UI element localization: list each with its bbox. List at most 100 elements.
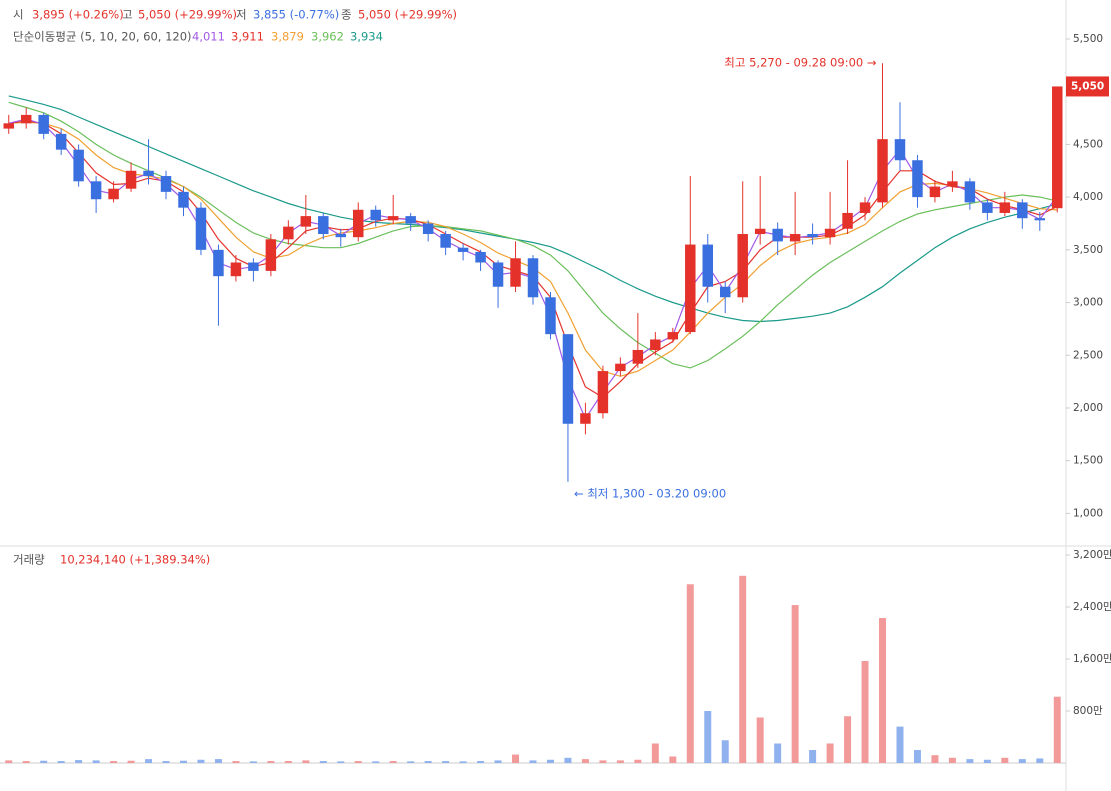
candle-body — [615, 363, 626, 372]
volume-bar — [477, 761, 485, 763]
candle-body — [527, 258, 539, 298]
candle-body — [545, 297, 556, 335]
volume-bar — [948, 757, 956, 763]
candle-body — [737, 234, 748, 298]
candle-body — [754, 228, 766, 235]
candle-body — [685, 244, 696, 333]
volume-bar — [564, 757, 572, 763]
y-tick-label: 3,500 — [1073, 244, 1103, 256]
candle-body — [667, 332, 679, 340]
volume-bar — [267, 761, 275, 763]
volume-bar — [966, 759, 974, 763]
volume-bar — [791, 605, 799, 763]
volume-bar — [512, 754, 520, 763]
candle-body — [912, 160, 923, 198]
candle-body — [195, 207, 207, 250]
volume-bar — [40, 760, 48, 763]
last-price-label: 5,050 — [1071, 80, 1104, 92]
candle-body — [999, 202, 1011, 213]
ma-legend-value: 3,962 — [311, 30, 344, 44]
y-tick-label: 2,500 — [1073, 349, 1103, 361]
candle-body — [719, 286, 731, 298]
volume-bar — [424, 761, 432, 763]
y-tick-label: 5,500 — [1073, 33, 1103, 45]
header-value: 3,895 (+0.26%) — [32, 8, 124, 22]
volume-bar — [337, 761, 345, 763]
candle-body — [1017, 202, 1028, 219]
candle-body — [125, 170, 137, 189]
candle-body — [108, 188, 119, 200]
candle-body — [248, 262, 259, 271]
volume-bar — [879, 618, 887, 763]
volume-bar — [442, 761, 450, 763]
header-value: 5,050 (+29.99%) — [138, 8, 237, 22]
candle-body — [387, 216, 399, 221]
ma-legend-value: 3,934 — [350, 30, 383, 44]
candle-body — [824, 228, 836, 238]
candle-body — [807, 234, 818, 238]
candle-body — [353, 209, 364, 238]
y-tick-label: 2,000 — [1073, 402, 1103, 414]
candle-body — [929, 186, 941, 198]
ma-legend-value: 3,911 — [231, 30, 264, 44]
volume-bar — [826, 743, 834, 763]
last-price-tag — [1066, 76, 1109, 97]
volume-tick-label: 2,400만 — [1073, 601, 1111, 613]
candle-body — [20, 114, 32, 124]
volume-bar — [249, 761, 257, 763]
ma-title: 단순이동평균 (5, 10, 20, 60, 120) — [13, 30, 192, 44]
candle-body — [1034, 218, 1046, 221]
volume-bar — [634, 759, 642, 763]
candle-body — [160, 176, 172, 192]
candle-body — [178, 191, 189, 208]
candle-body — [859, 202, 871, 213]
volume-bar — [127, 760, 135, 763]
candle-body — [510, 258, 521, 287]
header-value: 3,855 (-0.77%) — [253, 8, 339, 22]
volume-bar — [389, 761, 397, 763]
volume-bar — [756, 717, 764, 763]
volume-bar — [494, 760, 502, 763]
volume-bar — [546, 759, 554, 763]
volume-bar — [721, 740, 729, 763]
volume-bar — [599, 760, 607, 763]
candle-body — [318, 216, 329, 235]
volume-bar — [931, 755, 939, 763]
volume-bar — [861, 660, 869, 763]
volume-bar — [407, 761, 415, 763]
candle-body — [475, 251, 486, 263]
volume-bar — [1018, 759, 1026, 763]
volume-bar — [145, 759, 153, 763]
volume-bar — [162, 761, 170, 763]
volume-tick-label: 1,600만 — [1073, 653, 1111, 665]
candle-body — [38, 114, 49, 134]
volume-bar — [774, 743, 782, 763]
volume-bar — [581, 759, 589, 763]
y-tick-label: 1,000 — [1073, 507, 1103, 519]
candle-body — [877, 139, 888, 203]
y-tick-label: 3,000 — [1073, 297, 1103, 309]
volume-bar — [110, 761, 118, 763]
volume-bar — [1001, 757, 1009, 763]
volume-bar — [704, 711, 712, 763]
volume-bar — [913, 750, 921, 763]
high-annotation: 최고 5,270 - 09.28 09:00 → — [724, 56, 877, 70]
volume-bar — [616, 760, 624, 763]
header-label: 저 — [236, 8, 247, 22]
candle-body — [265, 239, 277, 271]
y-tick-label: 4,000 — [1073, 191, 1103, 203]
volume-bar — [844, 716, 852, 763]
volume-bar — [669, 756, 677, 763]
header-label: 종 — [341, 8, 352, 22]
candle-body — [894, 139, 906, 161]
low-annotation: ← 최저 1,300 - 03.20 09:00 — [574, 486, 726, 500]
volume-bar — [284, 761, 292, 763]
volume-bar — [5, 760, 13, 763]
header-label: 고 — [122, 8, 133, 22]
volume-bar — [57, 761, 65, 763]
candle-body — [702, 244, 713, 287]
volume-bar — [179, 760, 187, 763]
candle-body — [335, 234, 347, 238]
